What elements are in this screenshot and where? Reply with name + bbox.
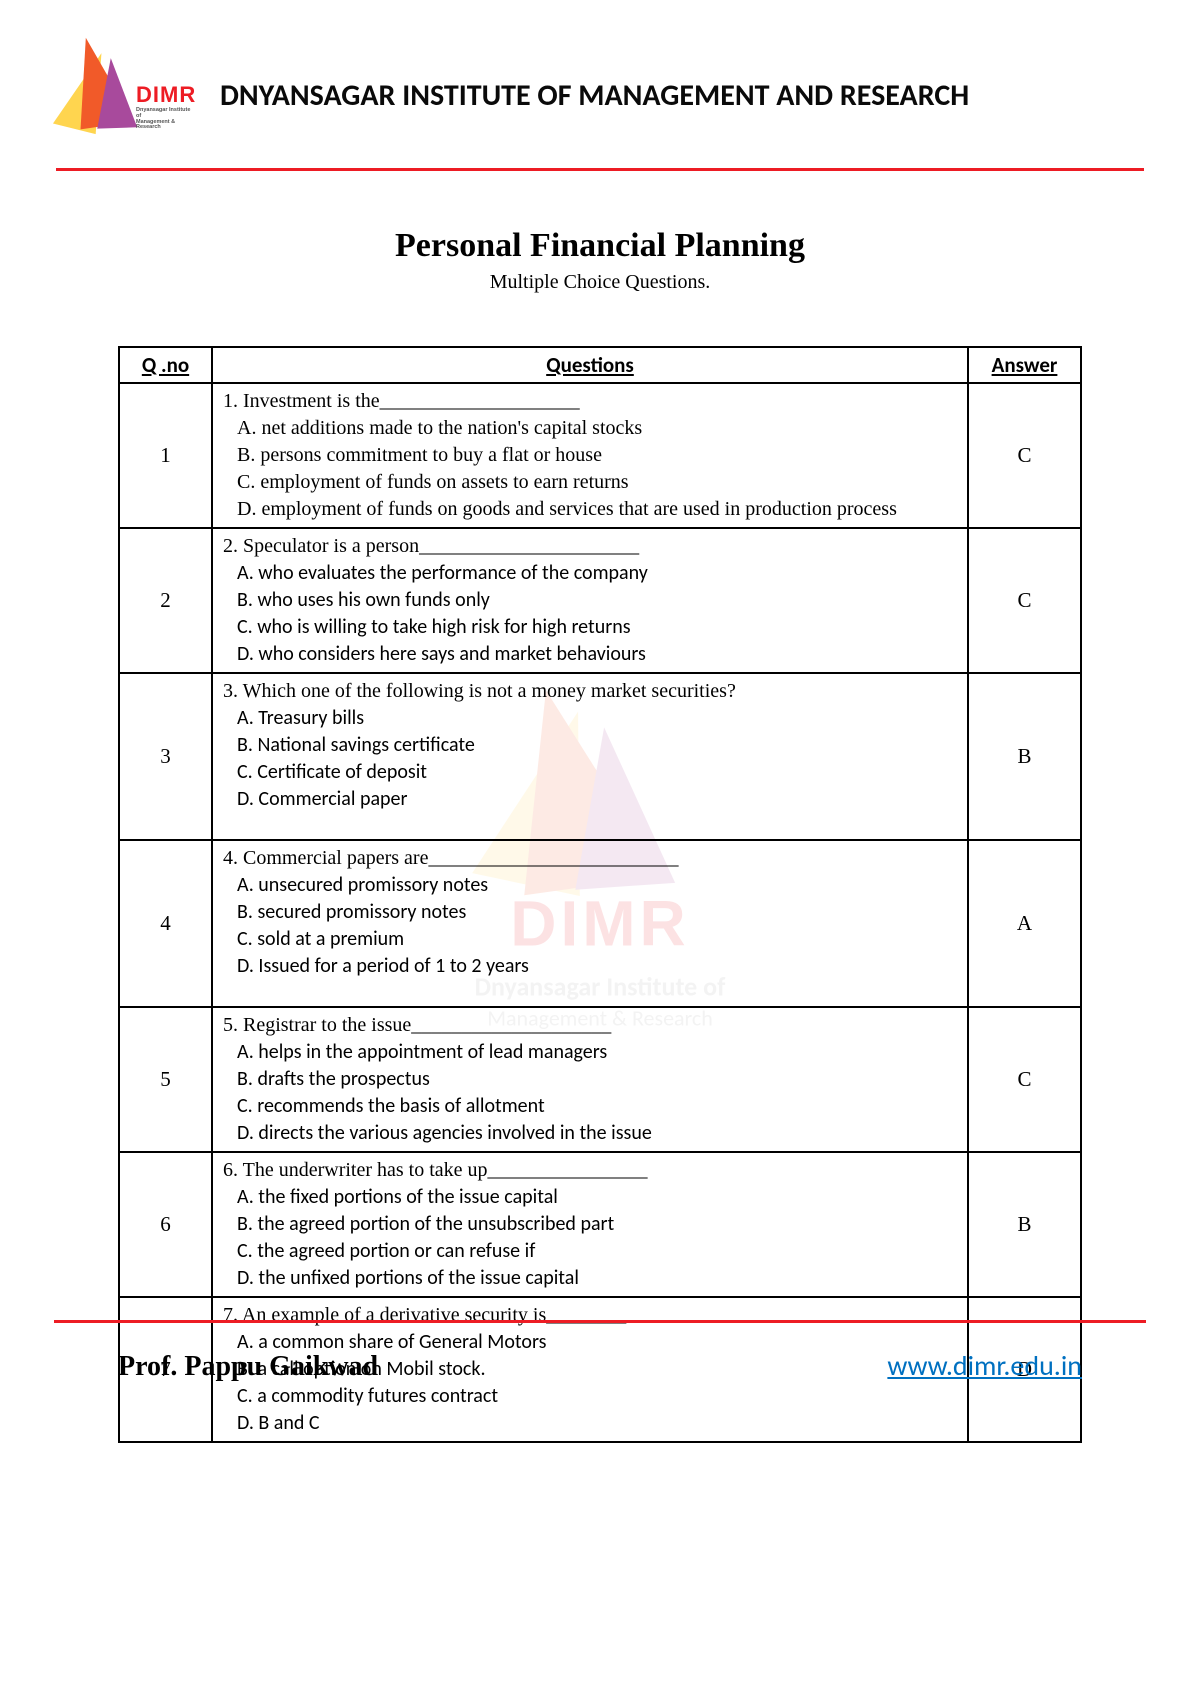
table-row: 4 4. Commercial papers are_______________… — [120, 840, 1080, 1007]
cell-qno: 3 — [120, 673, 212, 840]
question-option: C. a commodity futures contract — [223, 1383, 957, 1410]
question-option: C. Certificate of deposit — [223, 759, 957, 786]
cell-answer: B — [968, 1152, 1080, 1297]
cell-answer: A — [968, 840, 1080, 1007]
question-option: D. directs the various agencies involved… — [223, 1120, 957, 1147]
question-option: D. B and C — [223, 1410, 957, 1437]
question-stem: 7. An example of a derivative security i… — [223, 1302, 957, 1329]
question-option: B. the agreed portion of the unsubscribe… — [223, 1211, 957, 1238]
question-option: A. the fixed portions of the issue capit… — [223, 1184, 957, 1211]
cell-question: 6. The underwriter has to take up_______… — [212, 1152, 968, 1297]
question-option: C. recommends the basis of allotment — [223, 1093, 957, 1120]
question-option: D. who considers here says and market be… — [223, 641, 957, 668]
cell-question: 2. Speculator is a person_______________… — [212, 528, 968, 673]
question-stem: 4. Commercial papers are________________… — [223, 845, 957, 872]
cell-qno: 1 — [120, 383, 212, 528]
question-option: C. employment of funds on assets to earn… — [223, 469, 957, 496]
question-option: B. drafts the prospectus — [223, 1066, 957, 1093]
cell-question: 3. Which one of the following is not a m… — [212, 673, 968, 840]
cell-question: 5. Registrar to the issue_______________… — [212, 1007, 968, 1152]
cell-answer: C — [968, 383, 1080, 528]
cell-answer: B — [968, 673, 1080, 840]
page-title: Personal Financial Planning — [0, 227, 1200, 265]
cell-answer: C — [968, 528, 1080, 673]
cell-question: 1. Investment is the____________________… — [212, 383, 968, 528]
table-row: 6 6. The underwriter has to take up______… — [120, 1152, 1080, 1297]
question-option: D. the unfixed portions of the issue cap… — [223, 1265, 957, 1292]
question-option: B. persons commitment to buy a flat or h… — [223, 442, 957, 469]
col-header-answer: Answer — [968, 348, 1080, 383]
question-option: C. who is willing to take high risk for … — [223, 614, 957, 641]
table-row: 2 2. Speculator is a person______________… — [120, 528, 1080, 673]
table-row: 3 3. Which one of the following is not a … — [120, 673, 1080, 840]
cell-qno: 6 — [120, 1152, 212, 1297]
institute-name: DNYANSAGAR INSTITUTE OF MANAGEMENT AND R… — [220, 77, 1140, 114]
question-option: D. Commercial paper — [223, 786, 957, 813]
cell-qno: 2 — [120, 528, 212, 673]
question-option: B. secured promissory notes — [223, 899, 957, 926]
question-option: A. who evaluates the performance of the … — [223, 560, 957, 587]
question-option: A. Treasury bills — [223, 705, 957, 732]
question-stem: 6. The underwriter has to take up_______… — [223, 1157, 957, 1184]
question-option: A. net additions made to the nation's ca… — [223, 415, 957, 442]
page-subtitle: Multiple Choice Questions. — [0, 271, 1200, 294]
question-stem: 5. Registrar to the issue_______________… — [223, 1012, 957, 1039]
col-header-qno: Q .no — [120, 348, 212, 383]
question-option: A. helps in the appointment of lead mana… — [223, 1039, 957, 1066]
cell-qno: 4 — [120, 840, 212, 1007]
footer-divider — [54, 1320, 1146, 1323]
question-option: D. Issued for a period of 1 to 2 years — [223, 953, 957, 980]
question-stem: 1. Investment is the____________________ — [223, 388, 957, 415]
question-option: C. the agreed portion or can refuse if — [223, 1238, 957, 1265]
cell-qno: 5 — [120, 1007, 212, 1152]
footer-author: Prof. Pappu Gaikwad — [118, 1351, 378, 1383]
question-option: B. who uses his own funds only — [223, 587, 957, 614]
cell-question: 4. Commercial papers are________________… — [212, 840, 968, 1007]
table-row: 5 5. Registrar to the issue______________… — [120, 1007, 1080, 1152]
question-option: A. unsecured promissory notes — [223, 872, 957, 899]
logo: DIMR Dnyansagar Institute of Management … — [60, 30, 190, 160]
col-header-questions: Questions — [212, 348, 968, 383]
logo-subtext: Dnyansagar Institute of Management & Res… — [136, 108, 196, 131]
logo-text: DIMR — [136, 82, 196, 108]
cell-answer: C — [968, 1007, 1080, 1152]
question-option: B. National savings certificate — [223, 732, 957, 759]
page-footer: Prof. Pappu Gaikwad www.dimr.edu.in — [118, 1348, 1082, 1383]
footer-link[interactable]: www.dimr.edu.in — [887, 1348, 1082, 1383]
table-row: 11. Investment is the___________________… — [120, 383, 1080, 528]
header-divider — [56, 168, 1144, 171]
question-option: C. sold at a premium — [223, 926, 957, 953]
question-option: D. employment of funds on goods and serv… — [223, 496, 957, 523]
questions-table: Q .no Questions Answer 11. Investment is… — [118, 346, 1082, 1443]
page-header: DIMR Dnyansagar Institute of Management … — [0, 0, 1200, 160]
question-stem: 2. Speculator is a person_______________… — [223, 533, 957, 560]
question-stem: 3. Which one of the following is not a m… — [223, 678, 957, 705]
